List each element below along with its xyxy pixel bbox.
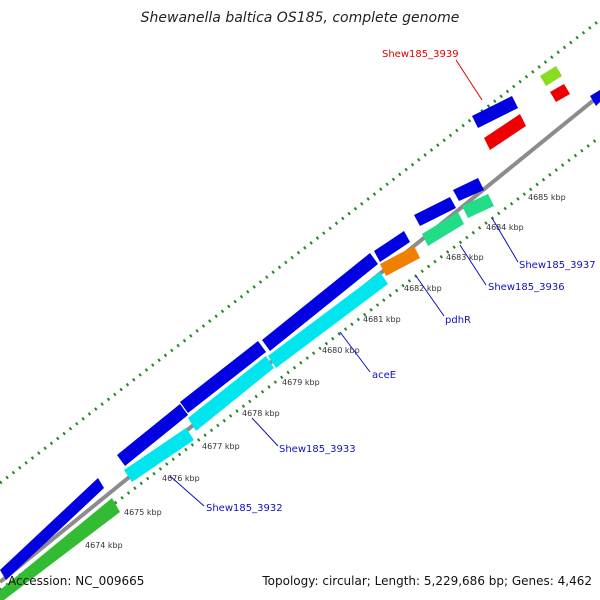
gene-block[interactable] [453, 178, 484, 201]
gene-block[interactable] [0, 478, 104, 580]
gene-block[interactable] [0, 498, 120, 600]
tick-label: 4685 kbp [528, 193, 566, 202]
leader-line [459, 244, 487, 286]
gene-label-shew185-3937[interactable]: Shew185_3937 [519, 260, 596, 271]
gene-block[interactable] [374, 231, 410, 262]
gene-leader-lines [169, 59, 519, 507]
tick-label: 4677 kbp [202, 442, 240, 451]
tick-label: 4683 kbp [446, 253, 484, 262]
leader-line [415, 275, 445, 317]
leader-line [169, 475, 205, 507]
gene-block[interactable] [590, 90, 600, 106]
gene-label-acee[interactable]: aceE [372, 370, 396, 381]
gene-block[interactable] [180, 341, 266, 413]
feature-genes [0, 66, 570, 600]
accession-label: Accession: NC_009665 [8, 574, 145, 588]
gene-block[interactable] [550, 84, 570, 102]
gene-block[interactable] [124, 428, 194, 482]
genome-summary: Topology: circular; Length: 5,229,686 bp… [262, 574, 592, 588]
gene-block[interactable] [540, 66, 562, 86]
gene-block[interactable] [484, 114, 526, 150]
leader-line [491, 217, 519, 263]
tick-label: 4680 kbp [322, 346, 360, 355]
tick-labels: 4674 kbp 4675 kbp 4676 kbp 4677 kbp 4678… [85, 193, 566, 550]
tick-label: 4678 kbp [242, 409, 280, 418]
leader-line [339, 331, 371, 373]
tick-label: 4684 kbp [486, 223, 524, 232]
tick-label: 4676 kbp [162, 474, 200, 483]
tick-label: 4679 kbp [282, 378, 320, 387]
gene-label-pdhr[interactable]: pdhR [445, 315, 471, 326]
gene-block[interactable] [472, 96, 518, 128]
gene-label-shew185-3933[interactable]: Shew185_3933 [279, 444, 356, 455]
gene-block[interactable] [262, 253, 378, 351]
gene-block[interactable] [117, 404, 188, 466]
gene-label-shew185-3936[interactable]: Shew185_3936 [488, 282, 565, 293]
tick-label: 4674 kbp [85, 541, 123, 550]
gene-block[interactable] [380, 246, 420, 276]
gene-block[interactable] [414, 197, 456, 226]
gene-label-shew185-3939[interactable]: Shew185_3939 [382, 49, 459, 60]
map-title: Shewanella baltica OS185, complete genom… [140, 10, 460, 26]
gene-block[interactable] [188, 356, 274, 431]
gene-block[interactable] [462, 194, 494, 218]
tick-label: 4681 kbp [363, 315, 401, 324]
tick-label: 4682 kbp [404, 284, 442, 293]
leader-line [455, 59, 483, 101]
gene-block[interactable] [422, 212, 464, 246]
gene-block[interactable] [268, 272, 388, 368]
gene-label-shew185-3932[interactable]: Shew185_3932 [206, 503, 283, 514]
gene-labels: Shew185_3939 Shew185_3937 Shew185_3936 p… [206, 49, 596, 514]
outer-dotted-ring [0, 18, 600, 485]
forward-strand-genes [0, 90, 600, 580]
leader-line [251, 417, 279, 447]
tick-label: 4675 kbp [124, 508, 162, 517]
